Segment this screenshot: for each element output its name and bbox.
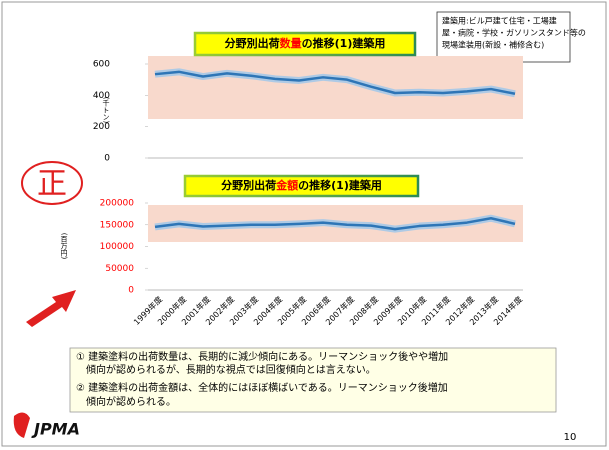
note-line: 現場塗装用(新設・補修含む) [442,40,544,50]
summary-line: 傾向が認められるが、長期的な視点では回復傾向とは言えない。 [76,363,376,376]
series-line [154,216,516,231]
y-tick-label: 600 [93,60,110,70]
note-line: 屋・病院・学校・ガソリンスタンド等の [442,28,586,38]
note-line: 建築用:ビル戸建て住宅・工場建 [442,16,557,26]
summary-line: ① 建築塗料の出荷数量は、長期的に減少傾向にある。リーマンショック後やや増加 [76,350,448,363]
y-tick-label: 0 [104,154,110,164]
page-number: 10 [564,432,577,443]
title-part: 分野別出荷 [221,178,276,192]
title-part: の推移(1)建築用 [298,178,382,192]
y-axis-label: (千トン) [102,97,110,124]
summary-box [69,347,557,413]
note-box [436,11,571,63]
title-box [193,31,417,57]
y-tick-label: 200 [93,122,110,132]
stamp-circle [21,161,83,205]
title-part: 分野別出荷 [225,36,280,50]
y-tick-label: 150000 [100,220,135,230]
arrow [26,290,76,327]
logo-mark [13,412,30,438]
y-tick-label: 200000 [100,199,135,209]
summary-line: 傾向が認められる。 [76,395,176,408]
title-box [183,174,420,198]
chart-title: 分野別出荷金額の推移(1)建築用 [221,178,382,192]
title-part: 金額 [275,178,298,192]
y-tick-label: 400 [93,91,110,101]
stamp-text: 正 [37,167,67,202]
title-part: の推移(1)建築用 [302,36,386,50]
title-part: 数量 [280,36,302,50]
y-tick-label: 0 [128,286,134,296]
chart-title: 分野別出荷数量の推移(1)建築用 [225,36,386,50]
y-tick-label: 100000 [100,242,135,252]
y-axis-label: (百万円) [60,233,68,260]
summary-line: ② 建築塗料の出荷金額は、全体的にはほぼ横ばいである。リーマンショック後増加 [76,381,448,394]
logo: JPMA [31,420,80,439]
plot-area [148,56,523,119]
series-line [154,70,516,95]
y-tick-label: 50000 [105,264,134,274]
